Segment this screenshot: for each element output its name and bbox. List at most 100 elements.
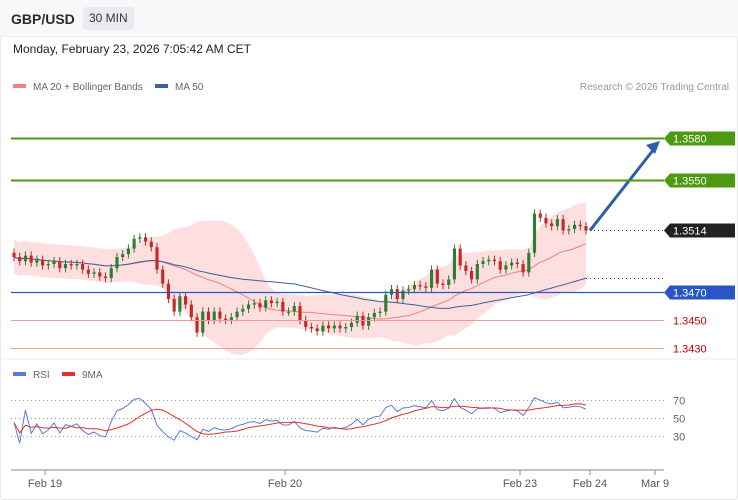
candle-body xyxy=(355,315,359,323)
rsi-legend-swatch xyxy=(13,372,26,376)
candle-body xyxy=(418,285,422,287)
candle-body xyxy=(143,237,148,242)
rsi-ma-legend-swatch xyxy=(62,372,75,376)
x-tick-label: Feb 19 xyxy=(28,478,62,490)
ma50-legend-label: MA 50 xyxy=(175,82,204,93)
candle-body xyxy=(384,294,388,312)
candle-body xyxy=(58,261,62,269)
rsi-tick-label: 70 xyxy=(673,396,685,408)
candle-body xyxy=(538,213,542,218)
rsi-ma-legend-label: 9MA xyxy=(82,370,103,381)
price-levels: 1.3580 1.3550 1.3514 1.3470 1.3450 1.3430 xyxy=(11,131,735,356)
level-tag-resistance xyxy=(664,173,735,188)
x-tick-label: Feb 24 xyxy=(573,478,607,490)
candle-body xyxy=(121,254,125,257)
candle-body xyxy=(92,272,96,274)
candle-body xyxy=(315,328,319,332)
target-arrow-line xyxy=(588,148,656,232)
bollinger-band xyxy=(14,203,586,355)
candle-body xyxy=(521,264,525,273)
candle-body xyxy=(578,224,582,227)
candle-body xyxy=(378,311,382,313)
candle-body xyxy=(172,299,176,312)
candle-body xyxy=(52,261,56,264)
candle-body xyxy=(212,311,216,320)
candle-body xyxy=(504,265,508,270)
candle-body xyxy=(544,217,548,224)
level-tag-pivot xyxy=(664,285,735,300)
rsi-ma-line xyxy=(13,403,587,435)
candle-body xyxy=(550,223,554,227)
candle-body xyxy=(481,261,485,264)
candle-body xyxy=(304,320,308,327)
candle-body xyxy=(12,252,16,257)
candle-body xyxy=(206,311,211,320)
candle-body xyxy=(29,255,33,263)
candle-body xyxy=(447,279,451,285)
candle-body xyxy=(464,265,468,271)
candle-body xyxy=(567,229,571,231)
candle-body xyxy=(35,259,39,263)
level-label: 1.3514 xyxy=(673,226,707,238)
candle-body xyxy=(349,322,354,327)
candle-body xyxy=(23,255,28,262)
candle-body xyxy=(246,304,251,309)
candle-body xyxy=(407,289,411,291)
ma50-line xyxy=(13,256,587,309)
level-label: 1.3580 xyxy=(673,134,707,146)
timeframe-button[interactable]: 30 MIN xyxy=(83,7,134,30)
candle-body xyxy=(126,248,130,255)
x-tick-label: Feb 20 xyxy=(268,478,302,490)
level-label: 1.3450 xyxy=(673,316,707,328)
candle-body xyxy=(218,311,222,319)
candle-body xyxy=(584,226,588,231)
candle-body xyxy=(166,283,171,299)
candle-body xyxy=(184,296,188,305)
candle-body xyxy=(109,268,113,278)
candle-body xyxy=(155,247,159,270)
copyright-label: Research © 2026 Trading Central xyxy=(580,82,729,93)
candle-body xyxy=(435,269,439,284)
candle-body xyxy=(555,219,559,227)
candle-body xyxy=(452,248,457,280)
candle-body xyxy=(515,262,519,264)
candle-body xyxy=(195,317,199,333)
candle-body xyxy=(98,272,102,277)
rsi-legend-label: RSI xyxy=(33,370,50,381)
candle-body xyxy=(309,327,314,329)
candle-body xyxy=(229,317,233,320)
symbol-title: GBP/USD xyxy=(11,11,75,27)
candle-body xyxy=(46,264,50,266)
ma-bb-legend-swatch xyxy=(13,84,26,88)
candle-body xyxy=(161,269,165,284)
x-axis: Feb 19 Feb 20 Feb 23 Feb 24 Mar 9 xyxy=(28,470,669,490)
candle-body xyxy=(441,283,445,285)
candle-body xyxy=(338,325,342,329)
ma-bb-legend-label: MA 20 + Bollinger Bands xyxy=(33,82,143,93)
price-plot xyxy=(12,141,660,355)
candle-body xyxy=(138,237,142,239)
candle-body xyxy=(75,264,79,266)
candle-body xyxy=(286,311,291,313)
candle-body xyxy=(498,261,502,270)
ma50-legend-swatch xyxy=(155,84,168,88)
candle-body xyxy=(269,300,273,304)
candle-body xyxy=(81,264,85,270)
candle-body xyxy=(510,262,514,266)
candle-body xyxy=(275,301,279,304)
candle-body xyxy=(527,252,531,273)
candle-body xyxy=(103,276,108,278)
datetime-label: Monday, February 23, 2026 7:05:42 AM CET xyxy=(13,42,251,56)
candle-body xyxy=(292,306,296,312)
candle-body xyxy=(344,327,348,329)
candle-body xyxy=(264,300,268,308)
candle-body xyxy=(115,257,119,269)
x-tick-label: Feb 23 xyxy=(503,478,537,490)
candle-body xyxy=(201,311,205,333)
candle-body xyxy=(149,241,153,248)
candle-body xyxy=(132,238,136,249)
x-tick-label: Mar 9 xyxy=(641,478,669,490)
candle-body xyxy=(41,259,45,266)
candle-body xyxy=(258,303,262,308)
